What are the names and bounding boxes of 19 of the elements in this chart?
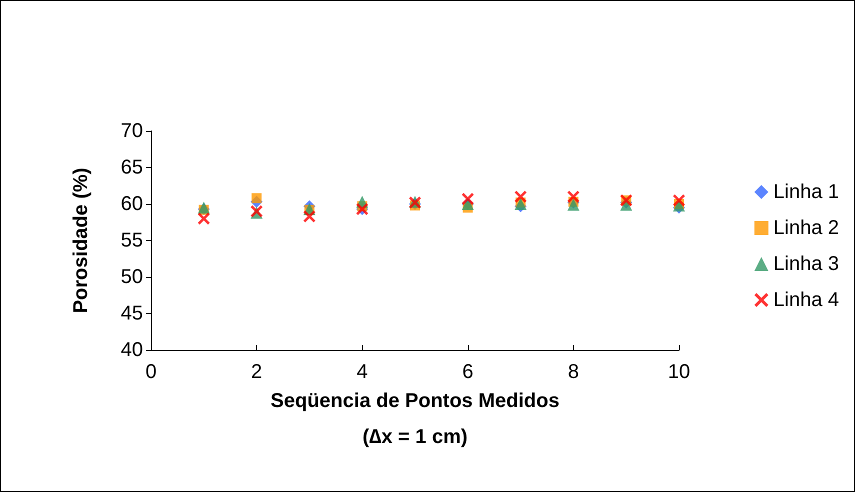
- legend-label: Linha 2: [773, 217, 840, 239]
- x-axis-title: Seqüencia de Pontos Medidos (∆x = 1 cm): [270, 390, 560, 448]
- x-tick-label: 6: [462, 361, 474, 383]
- y-axis-title: Porosidade (%): [70, 168, 92, 314]
- y-tick-label: 50: [120, 266, 143, 288]
- y-tick-label: 40: [120, 339, 143, 361]
- legend-label: Linha 1: [773, 181, 840, 203]
- legend-label: Linha 4: [773, 289, 840, 311]
- y-tick-label: 45: [120, 302, 143, 324]
- y-tick-label: 70: [120, 120, 143, 142]
- y-tick-label: 65: [120, 156, 143, 178]
- x-tick-label: 8: [568, 361, 579, 383]
- x-tick-label: 10: [668, 361, 690, 383]
- x-tick-label: 0: [145, 361, 157, 383]
- y-tick-label: 55: [120, 230, 143, 252]
- x-tick-label: 4: [356, 361, 368, 383]
- y-tick-label: 60: [120, 193, 143, 215]
- x-tick-label: 2: [251, 361, 262, 383]
- legend-label: Linha 3: [773, 253, 840, 275]
